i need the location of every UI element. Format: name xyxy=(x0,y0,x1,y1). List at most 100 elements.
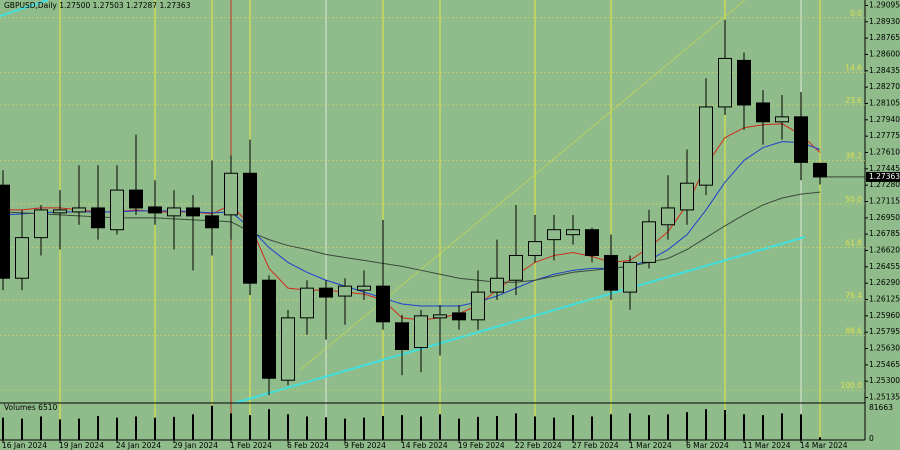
level-label: 14.6 xyxy=(845,63,862,72)
candle-body xyxy=(661,207,675,226)
candle-body xyxy=(205,215,219,229)
x-tick-label: 29 Jan 2024 xyxy=(173,441,218,450)
candle-body xyxy=(91,207,105,229)
x-tick-label: 19 Jan 2024 xyxy=(59,441,104,450)
candle-body xyxy=(148,206,162,214)
x-tick-label: 9 Feb 2024 xyxy=(344,441,386,450)
y-tick-label: 1.26950 xyxy=(869,213,900,222)
trend-line xyxy=(234,236,806,404)
level-label: 50.0 xyxy=(845,195,862,204)
y-tick-label: 1.27940 xyxy=(869,115,900,124)
volume-title: Volumes 6510 xyxy=(4,403,58,412)
y-tick-label: 1.27610 xyxy=(869,147,900,156)
indicator-line xyxy=(2,141,821,307)
candle-body xyxy=(794,116,808,163)
x-tick-label: 6 Mar 2024 xyxy=(686,441,729,450)
candle-body xyxy=(319,287,333,298)
level-label: 38.2 xyxy=(845,151,862,160)
candle-body xyxy=(585,229,599,256)
candle-body xyxy=(224,172,238,216)
y-tick-label: 1.28435 xyxy=(869,66,900,75)
candle-body xyxy=(528,241,542,256)
indicator-line xyxy=(2,191,821,283)
y-tick-label: 1.28105 xyxy=(869,98,900,107)
level-label: 100.0 xyxy=(841,381,863,390)
level-label: 23.6 xyxy=(845,96,862,105)
y-tick-label: 1.25300 xyxy=(869,376,900,385)
candle-body xyxy=(756,102,770,123)
candle-body xyxy=(471,291,485,321)
candle-body xyxy=(566,229,580,236)
level-label: 76.4 xyxy=(845,291,862,300)
volume-tick-label: 81663 xyxy=(869,403,893,412)
y-tick-label: 1.26455 xyxy=(869,262,900,271)
x-tick-label: 1 Feb 2024 xyxy=(230,441,272,450)
y-tick-label: 1.26785 xyxy=(869,229,900,238)
x-tick-label: 1 Mar 2024 xyxy=(629,441,672,450)
candle-body xyxy=(34,209,48,239)
candle-body xyxy=(452,312,466,321)
volume-tick-label: 0 xyxy=(869,434,874,443)
candle-body xyxy=(718,57,732,108)
candle-body xyxy=(642,221,656,263)
y-tick-label: 1.25135 xyxy=(869,393,900,402)
candle-body xyxy=(737,59,751,106)
y-tick-label: 1.25960 xyxy=(869,311,900,320)
candle-body xyxy=(414,315,428,349)
y-tick-label: 1.27115 xyxy=(869,197,900,206)
candle-body xyxy=(699,106,713,186)
candle-body xyxy=(72,207,86,213)
y-tick-label: 1.27775 xyxy=(869,131,900,140)
y-tick-label: 1.27280 xyxy=(869,180,900,189)
candle-body xyxy=(281,317,295,381)
x-tick-label: 11 Mar 2024 xyxy=(743,441,791,450)
candle-body xyxy=(167,207,181,217)
candle-body xyxy=(395,322,409,351)
candle-body xyxy=(262,279,276,379)
candle-body xyxy=(623,261,637,293)
y-tick-label: 1.28930 xyxy=(869,17,900,26)
x-tick-label: 6 Feb 2024 xyxy=(287,441,329,450)
candle-body xyxy=(300,287,314,319)
candle-body xyxy=(433,314,447,319)
last-price-label: 1.27363 xyxy=(869,172,900,181)
candle-body xyxy=(0,184,10,279)
candle-body xyxy=(53,209,67,214)
candle-body xyxy=(775,116,789,123)
candle-body xyxy=(110,189,124,231)
candle-body xyxy=(604,254,618,291)
chart-title: GBPUSD,Daily 1.27500 1.27503 1.27287 1.2… xyxy=(4,1,191,10)
y-tick-label: 1.25795 xyxy=(869,327,900,336)
x-tick-label: 27 Feb 2024 xyxy=(572,441,619,450)
y-tick-label: 1.28270 xyxy=(869,82,900,91)
candle-body xyxy=(509,254,523,281)
y-tick-label: 1.28765 xyxy=(869,33,900,42)
y-tick-label: 1.29095 xyxy=(869,0,900,9)
candle-body xyxy=(490,277,504,293)
level-label: 0.0 xyxy=(850,9,862,18)
trend-line xyxy=(0,0,49,17)
y-tick-label: 1.26125 xyxy=(869,295,900,304)
candle-body xyxy=(129,189,143,209)
x-tick-label: 22 Feb 2024 xyxy=(515,441,562,450)
last-price-box xyxy=(866,171,900,182)
x-tick-label: 19 Feb 2024 xyxy=(458,441,505,450)
candle-body xyxy=(547,229,561,241)
level-label: 88.6 xyxy=(845,327,862,336)
candle-body xyxy=(357,285,371,291)
candle-body xyxy=(813,162,827,178)
y-tick-label: 1.27445 xyxy=(869,164,900,173)
x-tick-label: 14 Mar 2024 xyxy=(800,441,848,450)
y-tick-label: 1.25465 xyxy=(869,360,900,369)
y-tick-label: 1.26290 xyxy=(869,278,900,287)
y-tick-label: 1.26620 xyxy=(869,246,900,255)
candle-body xyxy=(186,207,200,217)
candle-body xyxy=(15,237,29,279)
candle-body xyxy=(243,172,257,284)
y-tick-label: 1.28600 xyxy=(869,49,900,58)
y-tick-label: 1.25630 xyxy=(869,344,900,353)
candle-body xyxy=(376,285,390,323)
candle-body xyxy=(338,285,352,297)
